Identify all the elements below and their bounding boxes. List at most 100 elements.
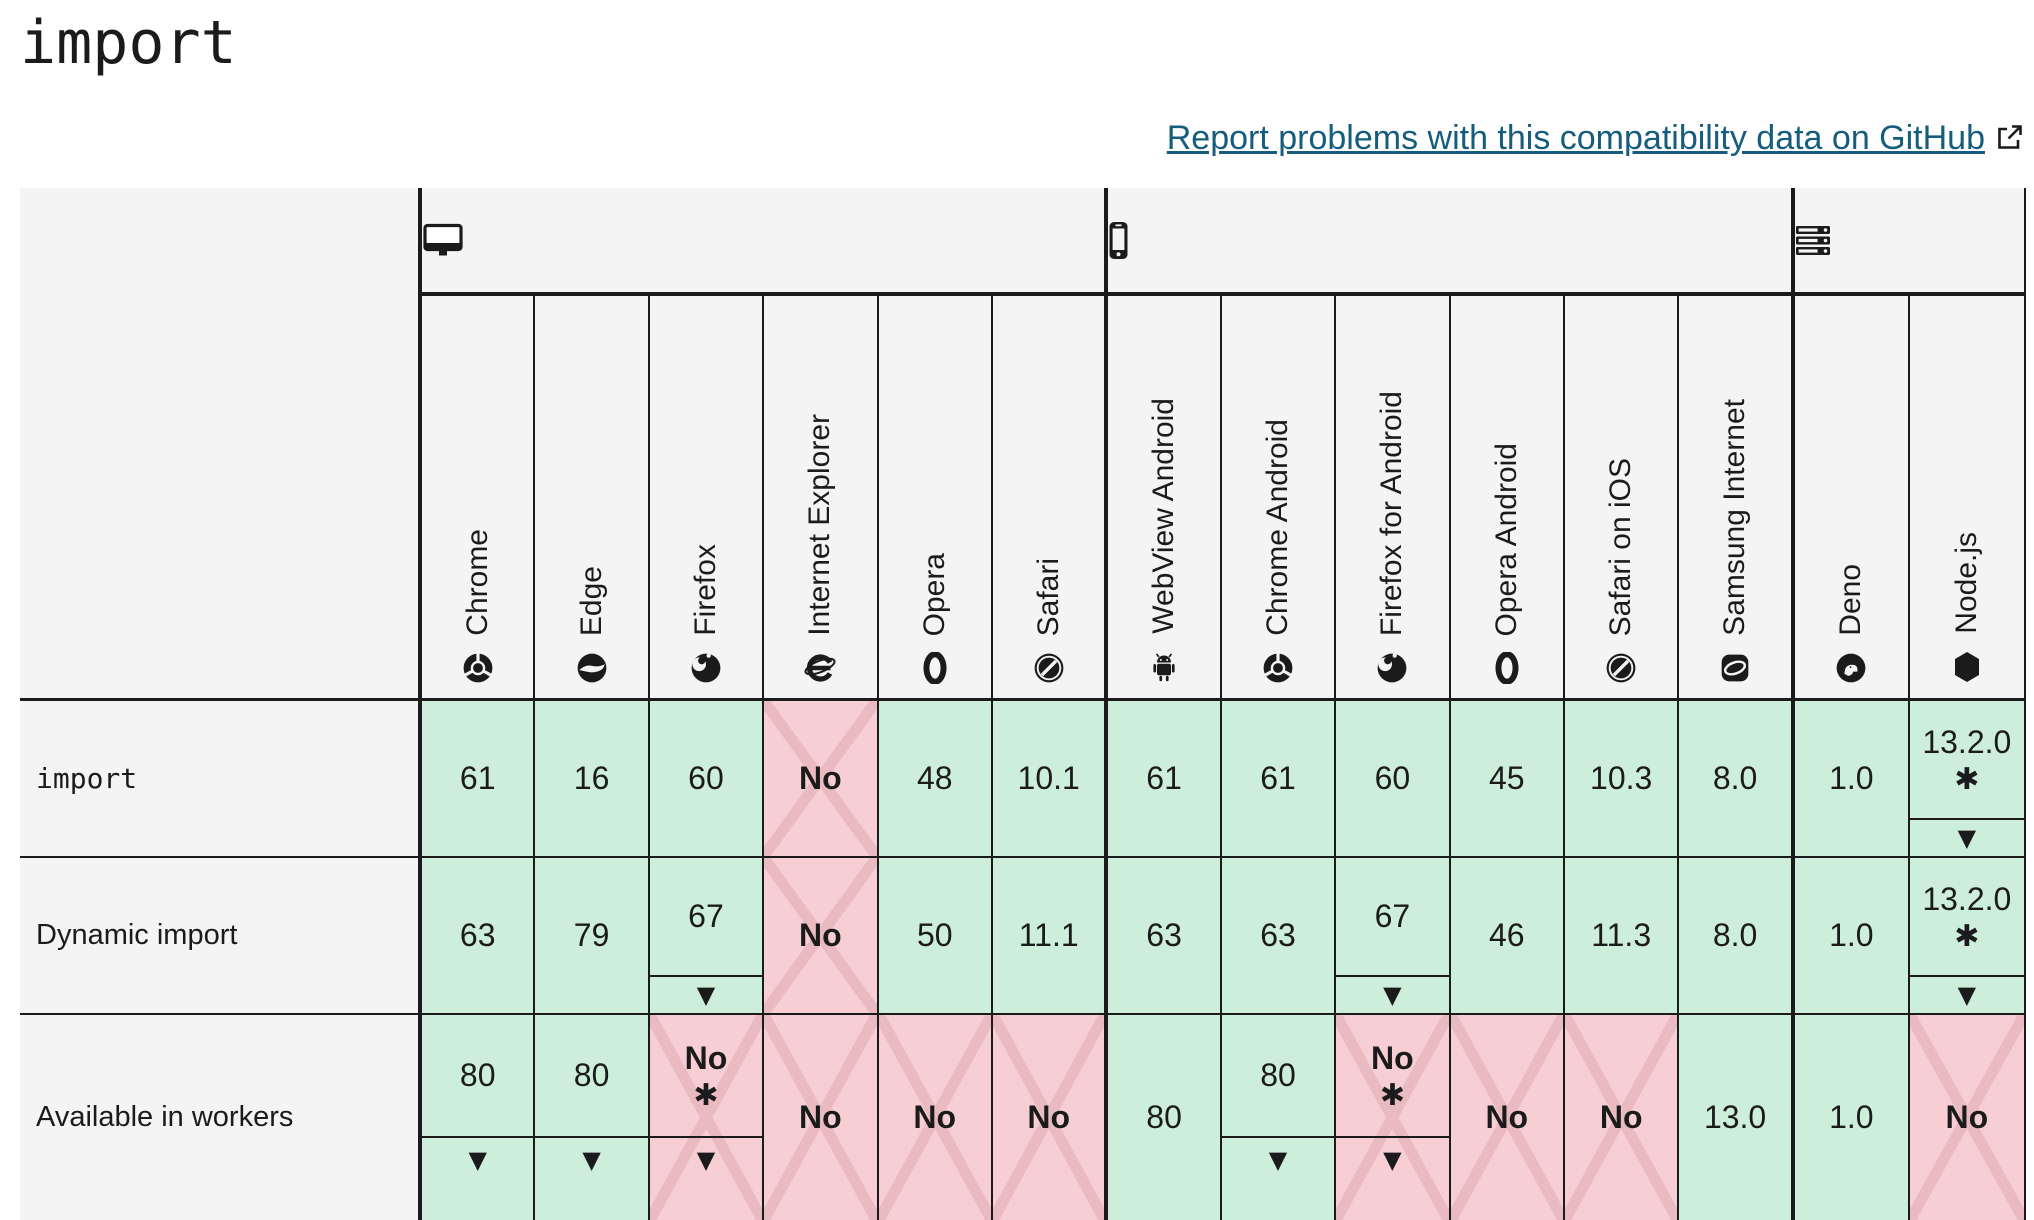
support-value: No: [1945, 1099, 1989, 1135]
cell-dynamic-import-firefox[interactable]: 67 ▼: [647, 856, 764, 1014]
cell-available-in-workers-edge[interactable]: 80 ▼: [533, 1013, 649, 1220]
browser-header-deno: Deno: [1790, 294, 1909, 700]
cell-available-in-workers-firefox[interactable]: No ✱ ▼: [647, 1013, 764, 1220]
browser-name: Deno: [1834, 564, 1868, 636]
cell-available-in-workers-chrome-android[interactable]: 80 ▼: [1219, 1013, 1336, 1220]
browser-name: Safari on iOS: [1604, 457, 1638, 636]
note-triangle-icon: ▼: [696, 981, 716, 1009]
cell-dynamic-import-chrome[interactable]: 63: [417, 856, 535, 1014]
cell-available-in-workers-deno[interactable]: 1.0: [1790, 1013, 1909, 1220]
row-label-available-in-workers: Available in workers: [20, 1013, 420, 1220]
support-value: 1.0: [1829, 917, 1874, 953]
note-triangle-icon: ▼: [1383, 981, 1402, 1009]
cell-import-webview-android[interactable]: 61: [1104, 698, 1221, 857]
cell-dynamic-import-samsung-internet[interactable]: 8.0: [1677, 856, 1793, 1014]
browser-header-opera: Opera: [876, 294, 992, 700]
support-value: 48: [916, 760, 953, 796]
support-value: 80: [459, 1057, 496, 1093]
cell-dynamic-import-safari[interactable]: 11.1: [990, 856, 1107, 1014]
chrome-icon: [1262, 652, 1294, 684]
cell-import-samsung-internet[interactable]: 8.0: [1677, 698, 1793, 857]
support-value: 1.0: [1829, 1099, 1874, 1135]
browser-header-webview-android: WebView Android: [1104, 294, 1221, 700]
support-value: 10.3: [1590, 760, 1653, 796]
support-value: No: [799, 1099, 842, 1135]
cell-available-in-workers-safari[interactable]: No: [990, 1013, 1107, 1220]
cell-available-in-workers-opera-android[interactable]: No: [1448, 1013, 1564, 1220]
browser-name: WebView Android: [1147, 398, 1181, 634]
deno-icon: [1835, 652, 1867, 684]
support-value: 67: [1374, 898, 1411, 934]
support-value: 13.2.0: [1922, 881, 2012, 917]
report-problems-link[interactable]: Report problems with this compatibility …: [1166, 119, 1985, 157]
cell-import-safari-on-ios[interactable]: 10.3: [1562, 698, 1679, 857]
support-value: 79: [573, 917, 610, 953]
cell-dynamic-import-opera-android[interactable]: 46: [1448, 856, 1564, 1014]
cell-available-in-workers-firefox-for-android[interactable]: No ✱ ▼: [1334, 1013, 1450, 1220]
support-value: 80: [573, 1057, 610, 1093]
support-value: 11.1: [1018, 917, 1079, 953]
cell-dynamic-import-webview-android[interactable]: 63: [1104, 856, 1221, 1014]
compatibility-table: Chrome Edge Firefox Internet Explorer Op…: [20, 188, 2026, 1220]
cell-dynamic-import-internet-explorer[interactable]: No: [762, 856, 878, 1014]
cell-available-in-workers-chrome[interactable]: 80 ▼: [417, 1013, 535, 1220]
support-value: 61: [459, 760, 496, 796]
cell-available-in-workers-internet-explorer[interactable]: No: [762, 1013, 878, 1220]
browser-name: Internet Explorer: [803, 414, 837, 636]
cell-dynamic-import-safari-on-ios[interactable]: 11.3: [1562, 856, 1679, 1014]
external-link-icon: [1995, 122, 2025, 152]
browser-name: Node.js: [1949, 532, 1983, 634]
support-value: 1.0: [1829, 760, 1874, 796]
cell-import-chrome-android[interactable]: 61: [1219, 698, 1336, 857]
cell-available-in-workers-node-js[interactable]: No: [1907, 1013, 2026, 1220]
browser-name: Samsung Internet: [1718, 399, 1752, 636]
cell-available-in-workers-samsung-internet[interactable]: 13.0: [1677, 1013, 1793, 1220]
footnote-star-icon: ✱: [1954, 919, 1980, 954]
opera-icon: [919, 652, 951, 684]
no-support-cross: [1910, 1015, 2024, 1220]
support-value: No: [799, 760, 842, 796]
cell-import-chrome[interactable]: 61: [417, 698, 535, 857]
note-triangle-icon: ▼: [696, 1146, 716, 1174]
cell-dynamic-import-deno[interactable]: 1.0: [1790, 856, 1909, 1014]
cell-import-opera-android[interactable]: 45: [1448, 698, 1564, 857]
safari-icon: [1605, 652, 1637, 684]
android-icon: [1148, 650, 1180, 684]
cell-import-internet-explorer[interactable]: No: [762, 698, 878, 857]
support-value: No: [1599, 1099, 1643, 1135]
support-value: No: [684, 1040, 728, 1076]
browser-name: Firefox: [688, 544, 722, 636]
cell-available-in-workers-webview-android[interactable]: 80: [1104, 1013, 1221, 1220]
samsung-internet-icon: [1719, 652, 1751, 684]
platform-section-row: [20, 188, 2026, 700]
table-corner: [20, 188, 420, 700]
cell-dynamic-import-chrome-android[interactable]: 63: [1219, 856, 1336, 1014]
cell-import-firefox[interactable]: 60: [647, 698, 764, 857]
note-triangle-icon: ▼: [1957, 824, 1977, 852]
cell-import-firefox-for-android[interactable]: 60: [1334, 698, 1450, 857]
cell-dynamic-import-opera[interactable]: 50: [876, 856, 992, 1014]
browser-header-safari-on-ios: Safari on iOS: [1562, 294, 1679, 700]
cell-dynamic-import-edge[interactable]: 79: [533, 856, 649, 1014]
row-label-import: import: [20, 698, 420, 857]
row-import: import 61 16 60 No 48 10.1 61 61 60 45 10.3 8.0 1.0 13…: [20, 698, 2026, 857]
internet-explorer-icon: [803, 652, 837, 684]
cell-dynamic-import-firefox-for-android[interactable]: 67 ▼: [1334, 856, 1450, 1014]
no-support-cross: [993, 1015, 1104, 1220]
row-label-dynamic-import: Dynamic import: [20, 856, 420, 1014]
row-dynamic-import: Dynamic import 63 79 67 ▼ No 50 11.1 63 63 67 ▼ 46 11…: [20, 856, 2026, 1014]
cell-dynamic-import-node-js[interactable]: 13.2.0 ✱ ▼: [1907, 856, 2026, 1014]
browser-header-chrome: Chrome: [417, 294, 535, 700]
cell-import-edge[interactable]: 16: [533, 698, 649, 857]
cell-import-node-js[interactable]: 13.2.0 ✱ ▼: [1907, 698, 2026, 857]
support-value: No: [913, 1099, 957, 1135]
cell-import-deno[interactable]: 1.0: [1790, 698, 1909, 857]
cell-import-opera[interactable]: 48: [876, 698, 992, 857]
cell-available-in-workers-opera[interactable]: No: [876, 1013, 992, 1220]
cell-import-safari[interactable]: 10.1: [990, 698, 1107, 857]
cell-available-in-workers-safari-on-ios[interactable]: No: [1562, 1013, 1679, 1220]
browser-name: Opera Android: [1489, 442, 1523, 636]
footnote-star-icon: ✱: [1954, 762, 1980, 797]
opera-icon: [1491, 652, 1523, 684]
no-support-cross: [650, 1015, 762, 1220]
